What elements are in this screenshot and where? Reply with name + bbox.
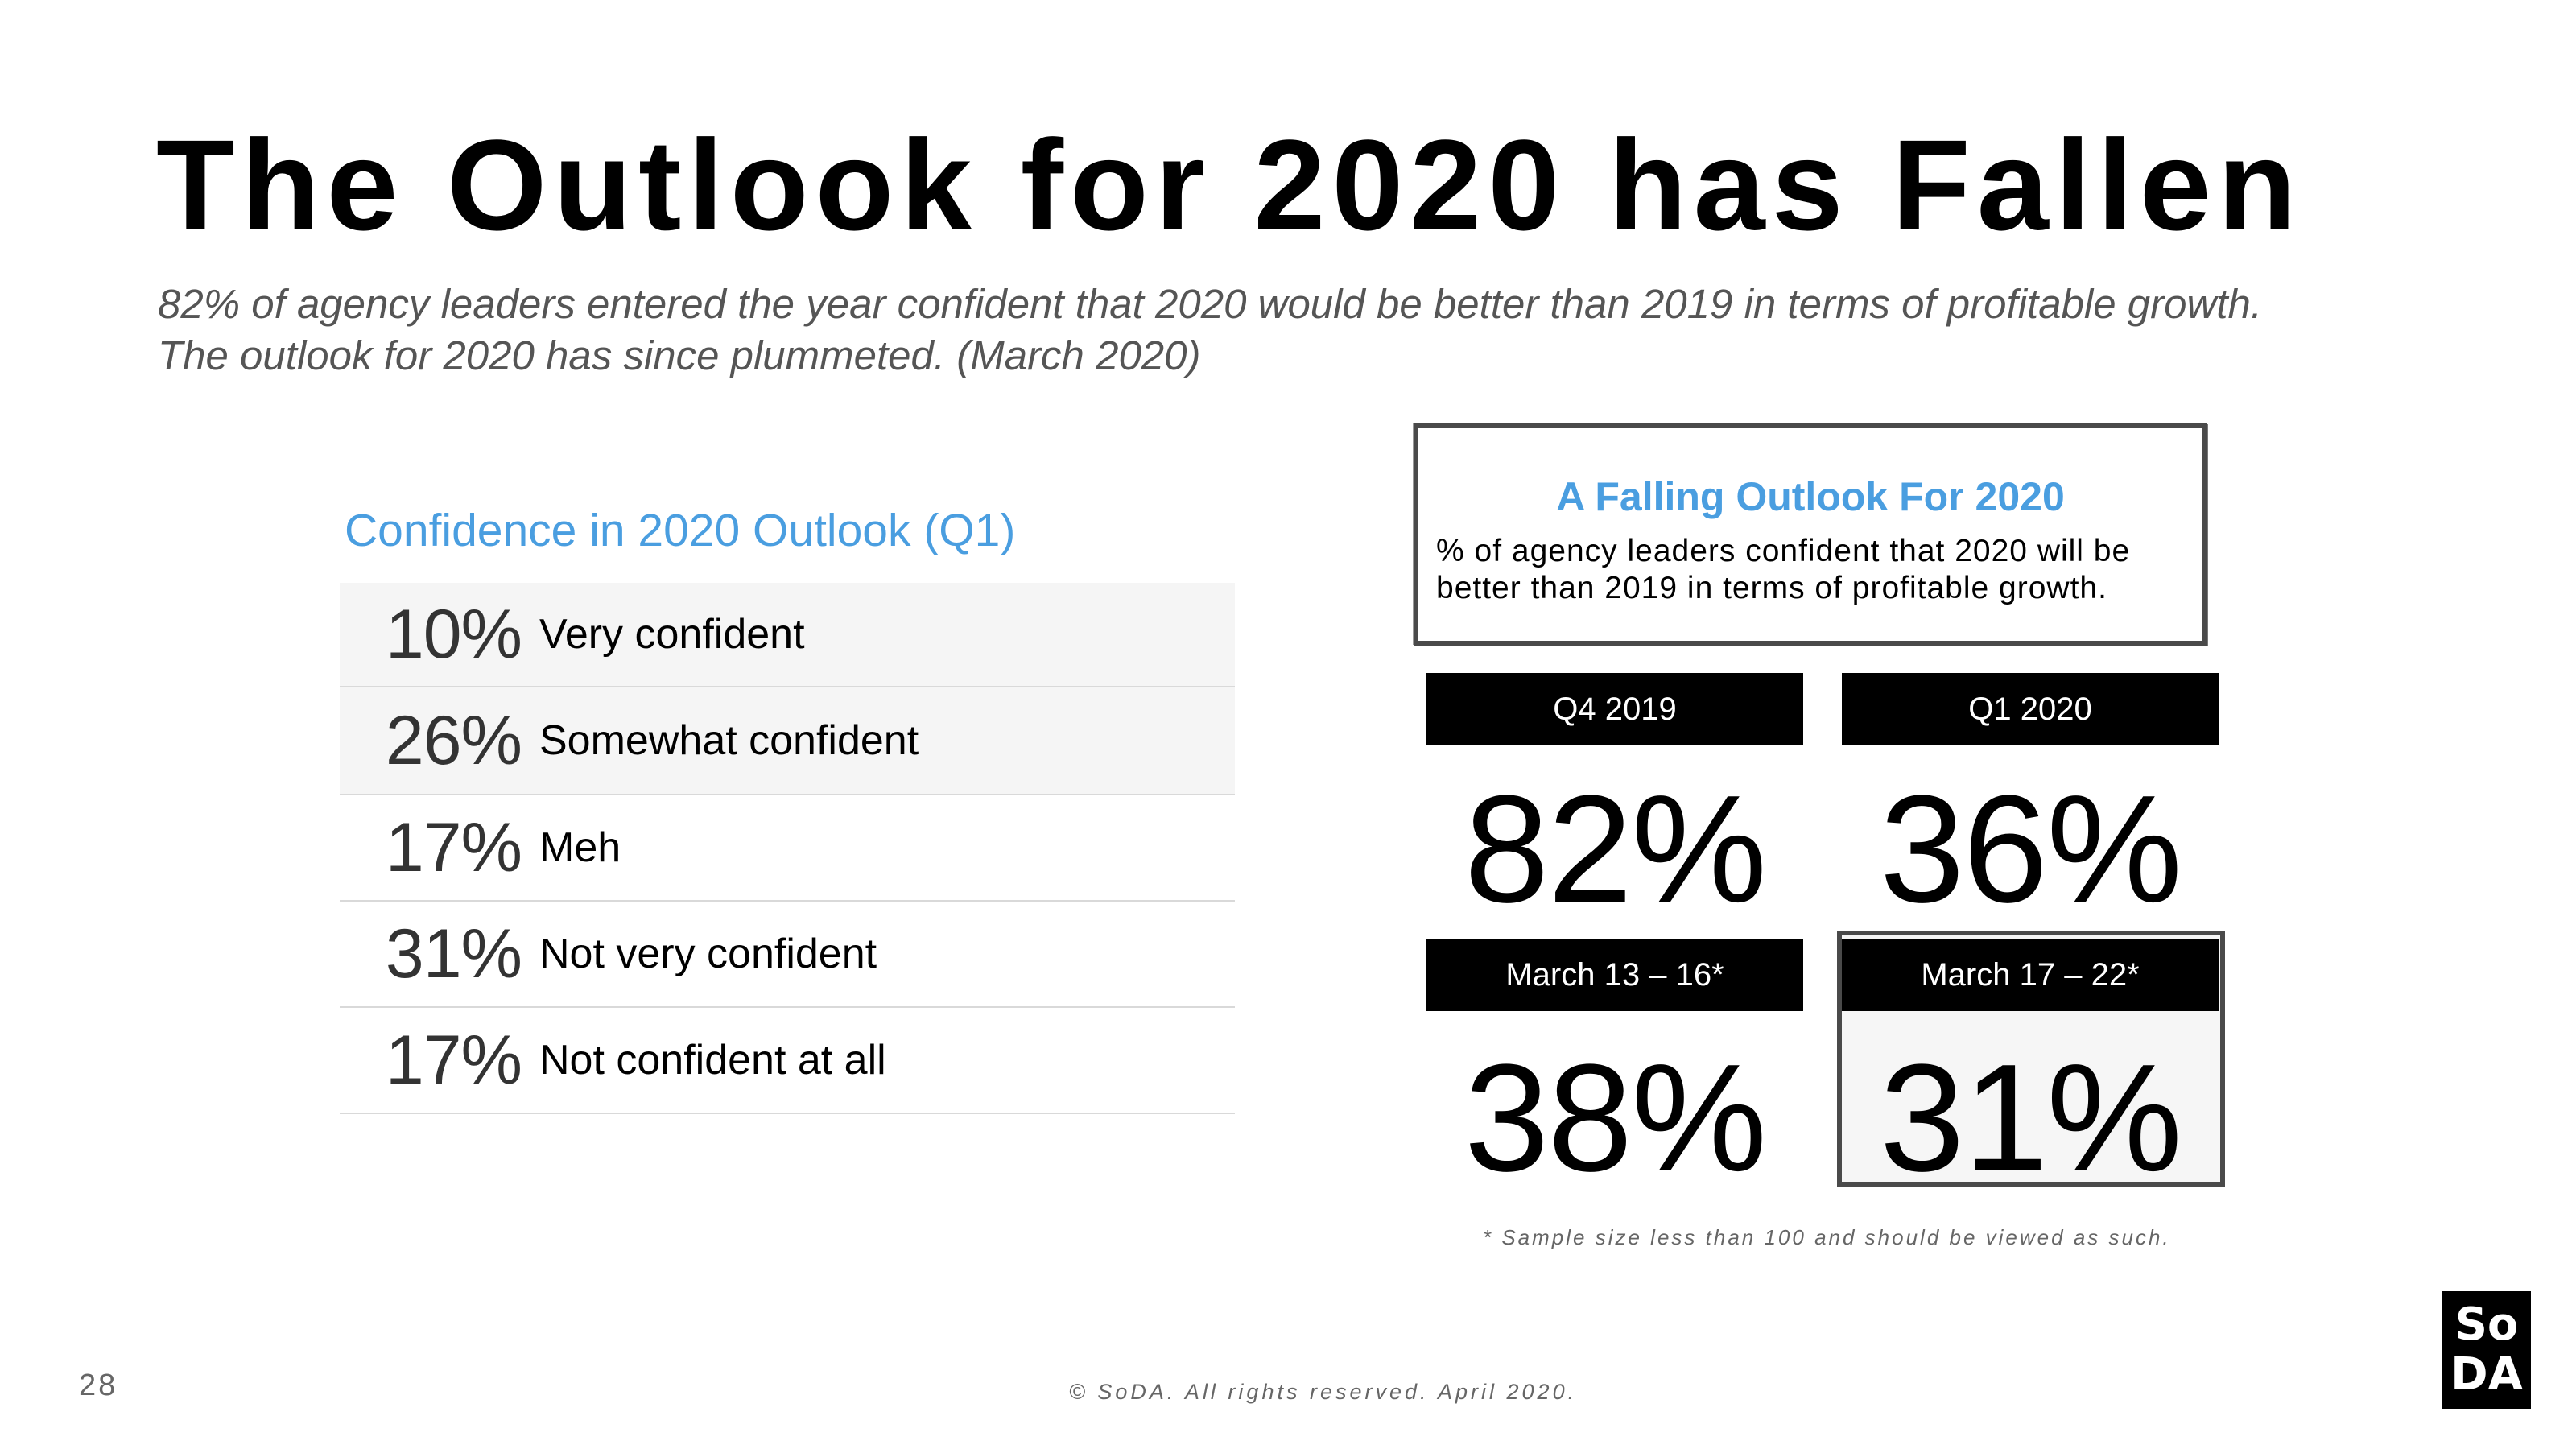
period-header-q1-2020: Q1 2020 <box>1842 673 2219 745</box>
row-percentage: 26% <box>385 701 522 779</box>
row-label: Not confident at all <box>539 1037 886 1084</box>
period-value-march-13-16: 38% <box>1463 1033 1767 1203</box>
period-value-march-17-22: 31% <box>1879 1033 2182 1203</box>
period-value-q1-2020: 36% <box>1879 764 2182 935</box>
table-row: 17% Meh <box>340 795 1235 902</box>
row-percentage: 31% <box>385 914 522 993</box>
page-number: 28 <box>79 1368 118 1402</box>
table-row: 17% Not confident at all <box>340 1008 1235 1114</box>
logo-text-bottom: DA <box>2450 1348 2523 1401</box>
falling-outlook-callout: A Falling Outlook For 2020 % of agency l… <box>1414 423 2207 646</box>
period-header-march-17-22: March 17 – 22* <box>1842 939 2219 1011</box>
table-row: 26% Somewhat confident <box>340 687 1235 795</box>
confidence-table: 10% Very confident 26% Somewhat confiden… <box>340 583 1235 1114</box>
row-percentage: 10% <box>385 595 522 673</box>
row-label: Not very confident <box>539 931 877 977</box>
table-row: 31% Not very confident <box>340 902 1235 1008</box>
copyright-notice: © SoDA. All rights reserved. April 2020. <box>1069 1380 1578 1404</box>
soda-logo: So DA <box>2442 1291 2531 1409</box>
row-percentage: 17% <box>385 1021 522 1099</box>
row-label: Very confident <box>539 611 805 658</box>
row-percentage: 17% <box>385 808 522 886</box>
logo-text-top: So <box>2454 1298 2519 1351</box>
row-label: Meh <box>539 824 621 871</box>
row-label: Somewhat confident <box>539 717 919 764</box>
period-header-q4-2019: Q4 2019 <box>1426 673 1803 745</box>
slide-subtitle: 82% of agency leaders entered the year c… <box>158 279 2412 382</box>
slide-title: The Outlook for 2020 has Fallen <box>156 113 2303 257</box>
subtitle-line-2: The outlook for 2020 has since plummeted… <box>158 332 1201 378</box>
period-value-q4-2019: 82% <box>1463 764 1767 935</box>
table-row: 10% Very confident <box>340 583 1235 687</box>
subtitle-line-1: 82% of agency leaders entered the year c… <box>158 281 2263 327</box>
confidence-table-heading: Confidence in 2020 Outlook (Q1) <box>345 505 1016 556</box>
callout-title: A Falling Outlook For 2020 <box>1556 474 2065 519</box>
callout-description: % of agency leaders confident that 2020 … <box>1436 534 2131 605</box>
period-header-march-13-16: March 13 – 16* <box>1426 939 1803 1011</box>
sample-size-footnote: * Sample size less than 100 and should b… <box>1483 1225 2171 1249</box>
